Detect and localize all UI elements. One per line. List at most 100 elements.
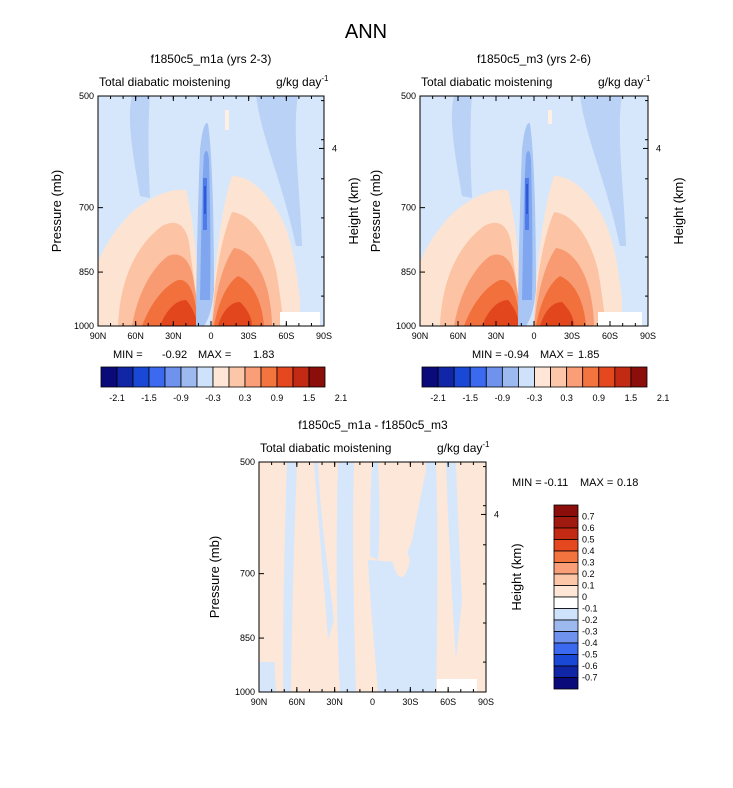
- panel-c-colorbar-label: -0.7: [582, 673, 598, 683]
- panel-c-left-string: Total diabatic moistening: [260, 441, 391, 455]
- panel-a: f1850c5_m1a (yrs 2-3) Total diabatic moi…: [49, 52, 361, 403]
- panel-a-upper-blue-left: [129, 96, 150, 198]
- panel-c-colorbar-label: -0.1: [582, 604, 598, 614]
- panel-b-xtick-label: 60N: [450, 331, 467, 341]
- panel-b-colorbar-box: [614, 366, 632, 388]
- panel-a-pos-l5-right: [218, 302, 252, 326]
- panel-a-colorbar-box: [212, 366, 230, 388]
- panel-a-colorbar-label: -2.1: [109, 393, 125, 403]
- panel-a-ticks: 90N 60N 30N 0 30S 60S 90S 500 700 850 1000 4: [74, 91, 337, 341]
- panel-c-units: g/kg day-1: [437, 440, 490, 455]
- panel-a-max-label: MAX =: [198, 349, 231, 361]
- panel-b-missing-data: [598, 312, 642, 326]
- panel-b-colorbar-label: -0.9: [495, 393, 511, 403]
- panel-a-colorbar-box: [132, 366, 150, 388]
- panel-b-itcz-blue-l4: [526, 184, 528, 214]
- panel-a-colorbar-box: [148, 366, 166, 388]
- panel-b-ytick-label: 850: [401, 267, 416, 277]
- panel-c-colorbar-label: 0.7: [582, 512, 595, 522]
- panel-c-max-label: MAX =: [580, 477, 613, 489]
- panel-b-max-label: MAX =: [540, 349, 573, 361]
- panel-b-colorbar-box: [421, 366, 439, 388]
- panel-c-colorbar-box: [553, 504, 579, 517]
- panel-b-ytick-label: 500: [401, 91, 416, 101]
- panel-c-colorbar-label: -0.5: [582, 650, 598, 660]
- panel-a-colorbar-label: 0.3: [239, 393, 252, 403]
- panel-b-min-label: MIN =: [472, 349, 502, 361]
- panel-a-missing-data: [280, 312, 320, 326]
- panel-b-colorbar-label: -2.1: [430, 393, 446, 403]
- panel-b-upper-blue-left: [451, 96, 472, 198]
- panel-b-xtick-label: 60S: [602, 331, 618, 341]
- panel-b-xtick-label: 30N: [488, 331, 505, 341]
- panel-a-units: g/kg day-1: [276, 74, 329, 89]
- panel-a-rtick-label: 4: [332, 143, 337, 153]
- panel-b-colorbar-box: [501, 366, 519, 388]
- panel-c-title: f1850c5_m1a - f1850c5_m3: [298, 418, 448, 432]
- panel-a-colorbar-box: [228, 366, 246, 388]
- panel-c-colorbar-box: [553, 654, 579, 667]
- panel-a-pos-l5-left: [160, 300, 198, 326]
- panel-a-ytick-label: 850: [79, 267, 94, 277]
- panel-c-ytick-label: 500: [240, 457, 255, 467]
- panel-a-ytick-label: 1000: [74, 321, 94, 331]
- panel-b-ytick-label: 1000: [396, 321, 416, 331]
- panel-b-colorbar-box: [630, 366, 648, 388]
- panel-b-pos-l5-left: [482, 300, 520, 326]
- figure-title: ANN: [345, 21, 387, 43]
- panel-a-colorbar: -2.1 -1.5 -0.9 -0.3 0.3 0.9 1.5 2.1: [100, 366, 347, 403]
- panel-b-xtick-label: 0: [531, 331, 536, 341]
- panel-a-small-positive: [225, 110, 229, 130]
- panel-c-min-value: -0.11: [544, 477, 568, 489]
- panel-b-colorbar-label: -0.3: [527, 393, 543, 403]
- panel-c-ytick-label: 700: [240, 569, 255, 579]
- panel-c-field: [259, 462, 486, 692]
- panel-c-ytick-label: 1000: [235, 687, 255, 697]
- panel-c-colorbar-label: 0.3: [582, 558, 595, 568]
- panel-b-ylabel: Pressure (mb): [368, 170, 383, 252]
- panel-b-colorbar-box: [582, 366, 600, 388]
- panel-b-colorbar-label: 2.1: [657, 393, 670, 403]
- panel-b-colorbar-label: 1.5: [625, 393, 638, 403]
- panel-b-pos-l5-right: [540, 302, 574, 326]
- panel-c-colorbar-label: -0.4: [582, 638, 598, 648]
- panel-b-colorbar-box: [550, 366, 568, 388]
- panel-a-ylabel: Pressure (mb): [49, 170, 64, 252]
- panel-b-left-string: Total diabatic moistening: [421, 75, 552, 89]
- panel-a-colorbar-box: [164, 366, 182, 388]
- panel-c-colorbar: 0.70.6 0.50.4 0.30.2 0.10 -0.1-0.2 -0.3-0.4 -0…: [553, 504, 598, 690]
- panel-a-min-label: MIN =: [113, 349, 143, 361]
- panel-c-colorbar-label: -0.2: [582, 615, 598, 625]
- panel-c-colorbar-box: [553, 631, 579, 644]
- panel-a-colorbar-box: [116, 366, 134, 388]
- panel-a-max-value: 1.83: [253, 349, 274, 361]
- panel-c-xtick-label: 90S: [478, 697, 494, 707]
- panel-c-missing-data: [437, 679, 477, 692]
- panel-a-colorbar-box: [100, 366, 118, 388]
- panel-c-colorbar-box: [553, 539, 579, 552]
- panel-c-neg-band-7: [446, 462, 462, 660]
- panel-c-neg-band-surface: [259, 662, 276, 692]
- panel-a-colorbar-label: -0.9: [173, 393, 189, 403]
- panel-c-pos-patch: [392, 546, 410, 577]
- panel-c-neg-band-3: [336, 462, 356, 692]
- panel-b-ytick-label: 700: [401, 203, 416, 213]
- panel-b-max-value: 1.85: [578, 349, 599, 361]
- panel-c-min-label: MIN =: [512, 477, 542, 489]
- panel-b-colorbar-box: [566, 366, 584, 388]
- panel-a-colorbar-label: -1.5: [141, 393, 157, 403]
- panel-b-ticks: 90N 60N 30N 0 30S 60S 90S 500 700 850 1000 4: [396, 91, 661, 341]
- panel-c-colorbar-box: [553, 619, 579, 632]
- panel-c-colorbar-box: [553, 562, 579, 575]
- panel-c-xtick-label: 30S: [402, 697, 418, 707]
- panel-c-colorbar-label: 0.6: [582, 523, 595, 533]
- panel-c-colorbar-box: [553, 516, 579, 529]
- panel-c-ticks: 90N 60N 30N 0 30S 60S 90S 500 700 850 1000 4: [235, 457, 499, 707]
- panel-c-xtick-label: 60S: [440, 697, 456, 707]
- panel-a-upper-blue-right: [256, 96, 302, 246]
- panel-c-colorbar-label: 0.4: [582, 546, 595, 556]
- panel-a-ytick-label: 700: [79, 203, 94, 213]
- panel-b-rtick-label: 4: [656, 143, 661, 153]
- panel-b-colorbar-box: [518, 366, 535, 388]
